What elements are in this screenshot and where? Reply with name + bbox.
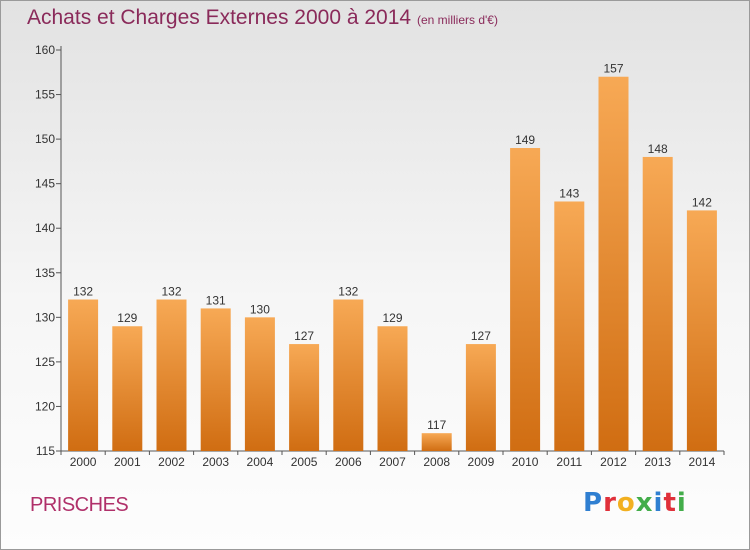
- logo-letter: i: [676, 488, 687, 518]
- x-tick-label: 2012: [600, 455, 627, 469]
- x-tick-label: 2014: [689, 455, 716, 469]
- data-label: 127: [471, 329, 491, 343]
- place-name: PRISCHES: [30, 494, 129, 516]
- logo-letter: r: [603, 488, 617, 518]
- x-tick-label: 2011: [556, 455, 582, 469]
- data-label: 148: [648, 142, 668, 156]
- y-tick-label: 120: [35, 399, 55, 413]
- y-tick-label: 115: [36, 444, 55, 458]
- y-tick-label: 160: [35, 43, 55, 57]
- y-tick-label: 150: [35, 132, 55, 146]
- x-tick-label: 2008: [423, 455, 450, 469]
- bar: [112, 326, 143, 451]
- bar: [244, 317, 275, 451]
- bar: [465, 344, 496, 451]
- logo-letter: o: [616, 488, 636, 518]
- logo-letter: x: [635, 488, 654, 518]
- data-label: 129: [117, 311, 137, 325]
- y-tick-label: 140: [35, 221, 55, 235]
- bar: [377, 326, 408, 451]
- x-tick-label: 2006: [335, 455, 362, 469]
- data-label: 157: [603, 62, 623, 76]
- x-tick-label: 2000: [70, 455, 97, 469]
- data-label: 132: [73, 285, 93, 299]
- bar: [598, 76, 629, 451]
- x-tick-label: 2002: [158, 455, 185, 469]
- bar: [289, 344, 320, 451]
- logo-letter: i: [653, 488, 664, 518]
- y-tick-label: 155: [35, 88, 55, 102]
- x-tick-label: 2009: [468, 455, 495, 469]
- chart-subtitle: (en milliers d'€): [417, 13, 498, 27]
- data-label: 132: [161, 285, 181, 299]
- bar: [68, 299, 99, 451]
- x-tick-label: 2003: [202, 455, 229, 469]
- y-tick-label: 135: [35, 266, 55, 280]
- bar: [642, 156, 673, 451]
- logo-letter: P: [583, 488, 604, 518]
- y-tick-label: 125: [35, 355, 55, 369]
- data-label: 132: [338, 285, 358, 299]
- chart-title: Achats et Charges Externes 2000 à 2014: [27, 6, 412, 29]
- x-tick-label: 2004: [247, 455, 274, 469]
- data-label: 130: [250, 302, 270, 316]
- bar: [200, 308, 231, 451]
- bar: [554, 201, 585, 451]
- bar: [421, 433, 452, 451]
- y-tick-label: 145: [35, 177, 55, 191]
- bar: [686, 210, 717, 451]
- x-tick-label: 2010: [512, 455, 539, 469]
- data-label: 143: [559, 186, 579, 200]
- data-label: 142: [692, 195, 712, 209]
- bar: [510, 148, 541, 451]
- data-label: 129: [382, 311, 402, 325]
- data-label: 117: [427, 418, 446, 432]
- proxiti-logo: Proxiti: [583, 488, 687, 518]
- y-tick-label: 130: [35, 310, 55, 324]
- data-label: 131: [206, 293, 226, 307]
- x-tick-label: 2007: [379, 455, 406, 469]
- x-tick-label: 2005: [291, 455, 318, 469]
- data-label: 149: [515, 133, 535, 147]
- bar: [333, 299, 364, 451]
- x-tick-label: 2001: [114, 455, 141, 469]
- x-tick-label: 2013: [644, 455, 671, 469]
- logo-letter: t: [663, 488, 677, 518]
- data-label: 127: [294, 329, 314, 343]
- bar: [156, 299, 187, 451]
